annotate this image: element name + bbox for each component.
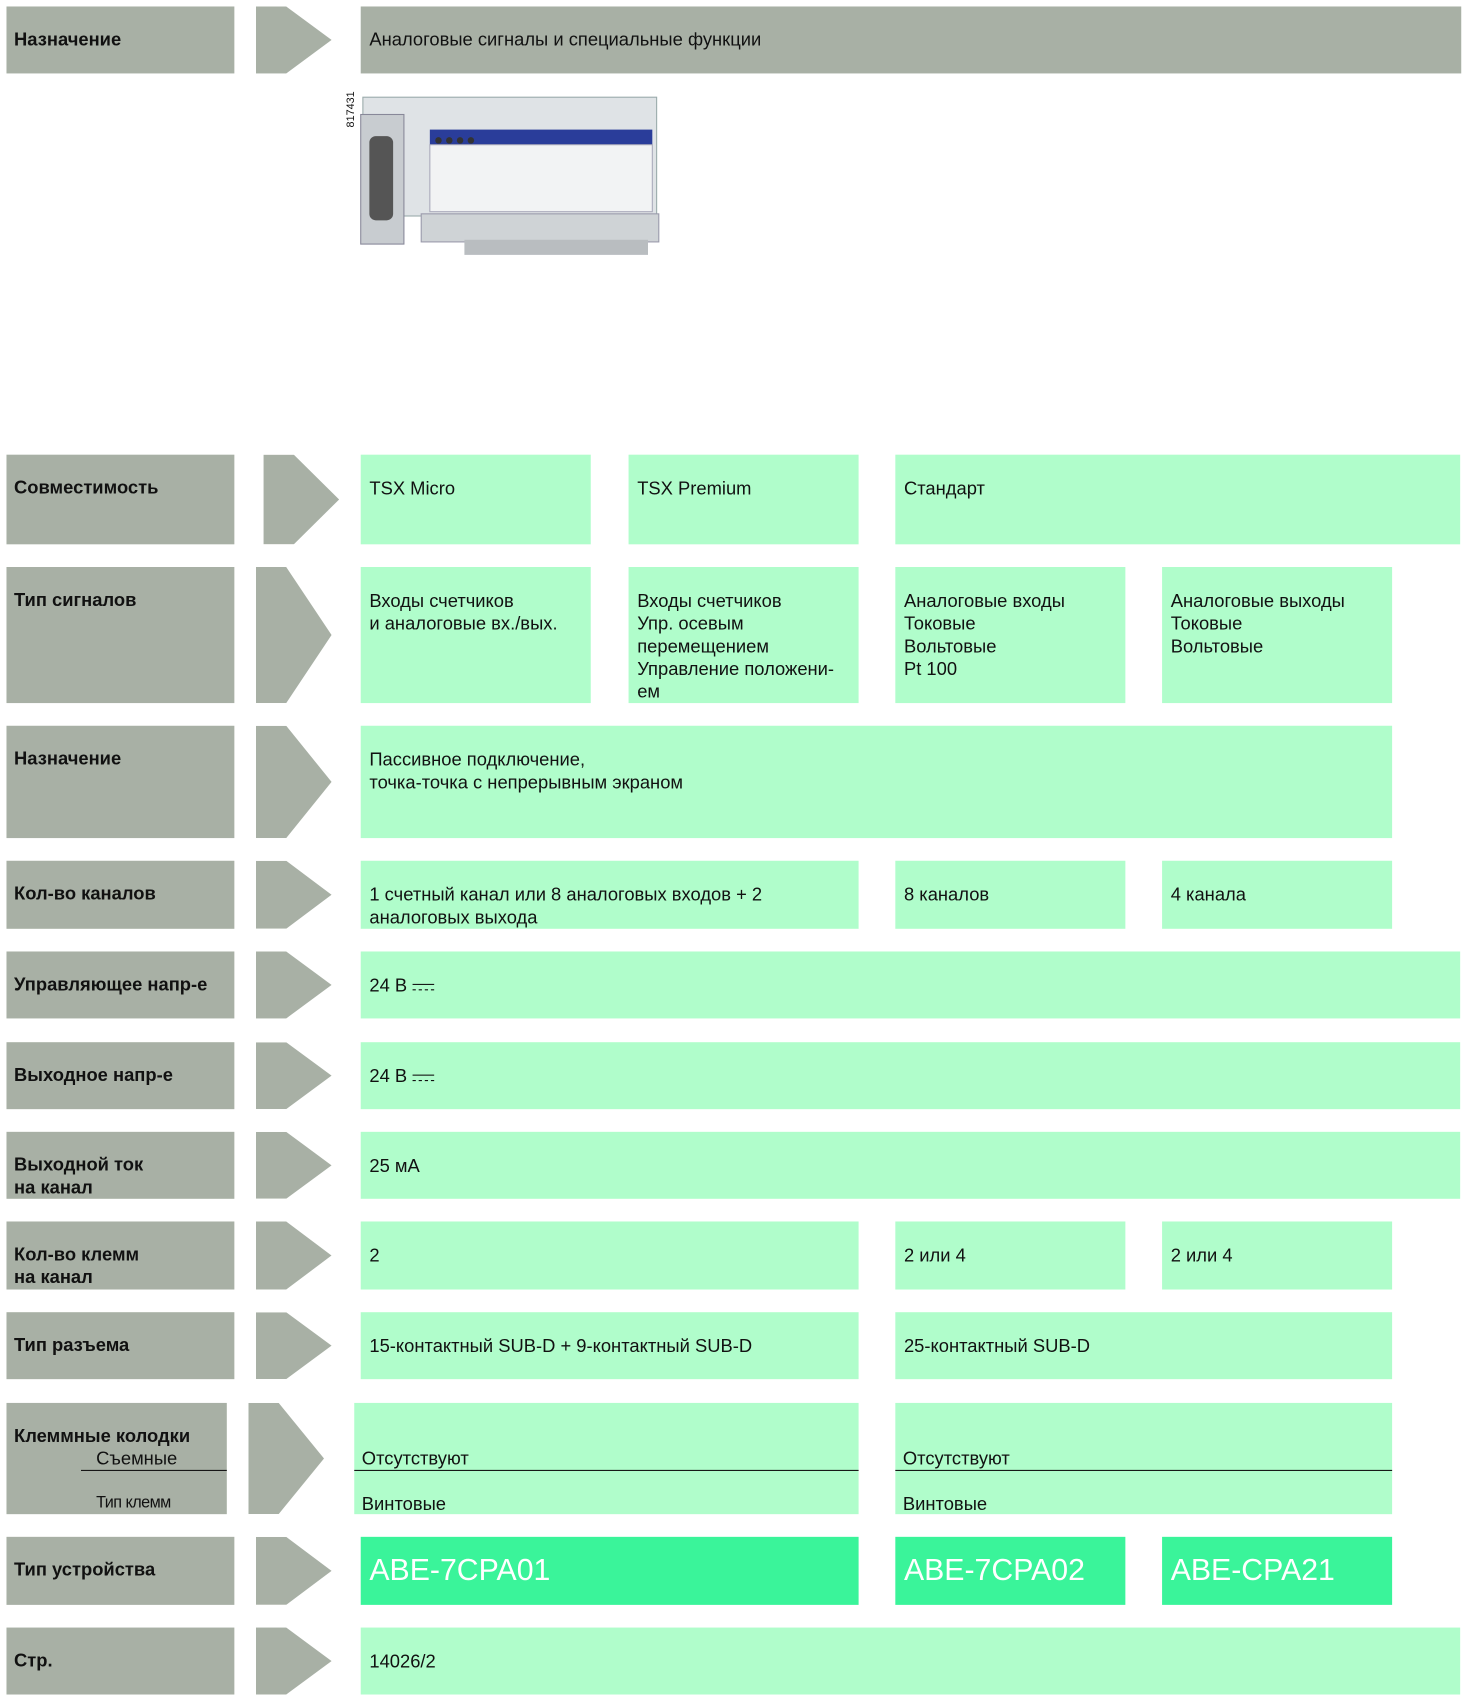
arrow	[263, 454, 340, 545]
row-label: Кол-во клемм на канал	[6, 1221, 235, 1290]
cell: 2 или 4	[1162, 1221, 1393, 1290]
cell-text: Винтовые	[361, 1493, 447, 1515]
arrow	[255, 951, 332, 1019]
cell: 2 или 4	[895, 1221, 1126, 1290]
cell-text: Отсутствуют	[902, 1448, 1010, 1469]
arrow	[255, 1131, 332, 1199]
cell: 4 канала	[1162, 860, 1393, 929]
arrow	[255, 6, 332, 74]
arrow	[255, 1042, 332, 1110]
cell: 1 счетный канал или 8 аналоговых входов …	[360, 860, 859, 929]
header-label: Назначение	[6, 6, 235, 74]
cell-text: Отсутствуют	[361, 1448, 469, 1469]
cell: 25-контактный SUB-D	[895, 1312, 1393, 1380]
header-value: Аналоговые сигналы и специальные функции	[360, 6, 1462, 74]
cell: 15-контактный SUB-D + 9-контактный SUB-D	[360, 1312, 859, 1380]
cell: 2	[360, 1221, 859, 1290]
cell: Аналоговые входы Токовые Вольтовые Pt 10…	[895, 567, 1126, 704]
cell: Аналоговые выходы Токовые Вольтовые	[1162, 567, 1393, 704]
row-label: Клеммные колодки	[6, 1402, 227, 1515]
cell: 25 мА	[360, 1131, 1461, 1199]
cell	[895, 1402, 1393, 1515]
arrow	[255, 1221, 332, 1290]
arrow	[255, 725, 332, 839]
arrow	[255, 860, 332, 929]
row-label: Управляющее напр-е	[6, 951, 235, 1019]
sublabel: Съемные	[96, 1448, 178, 1469]
row-label: Кол-во каналов	[6, 860, 235, 929]
arrow	[255, 1536, 332, 1605]
cell: TSX Premium	[628, 454, 859, 545]
product-image	[360, 96, 660, 255]
divider	[895, 1469, 1393, 1471]
cell: ABE-CPA21	[1162, 1536, 1393, 1605]
arrow	[255, 1627, 332, 1695]
row-label: Тип устройства	[6, 1536, 235, 1605]
row-label: Стр.	[6, 1627, 235, 1695]
cell: Стандарт	[895, 454, 1461, 545]
cell: TSX Micro	[360, 454, 591, 545]
row-label: Тип сигналов	[6, 567, 235, 704]
cell: 8 каналов	[895, 860, 1126, 929]
cell: 24 В	[360, 1042, 1461, 1110]
row-label: Совместимость	[6, 454, 235, 545]
arrow	[255, 1312, 332, 1380]
cell: Входы счетчиков Упр. осевым перемещением…	[628, 567, 859, 704]
cell: ABE-7CPA01	[360, 1536, 859, 1605]
dc-symbol	[412, 983, 435, 994]
cell: 24 В	[360, 951, 1461, 1019]
cell: Входы счетчиков и аналоговые вх./вых.	[360, 567, 591, 704]
divider	[354, 1469, 859, 1471]
dc-symbol	[412, 1074, 435, 1085]
arrow	[255, 567, 332, 704]
row-label: Тип разъема	[6, 1312, 235, 1380]
divider	[81, 1469, 227, 1471]
arrow	[248, 1402, 324, 1515]
cell: Пассивное подключение, точка-точка с неп…	[360, 725, 1393, 839]
row-label: Выходное напр-е	[6, 1042, 235, 1110]
row-label: Назначение	[6, 725, 235, 839]
row-label: Выходной ток на канал	[6, 1131, 235, 1199]
sublabel: Тип клемм	[96, 1493, 171, 1512]
cell	[354, 1402, 859, 1515]
cell-text: Винтовые	[902, 1493, 988, 1515]
cell: ABE-7CPA02	[895, 1536, 1126, 1605]
cell: 14026/2	[360, 1627, 1461, 1695]
